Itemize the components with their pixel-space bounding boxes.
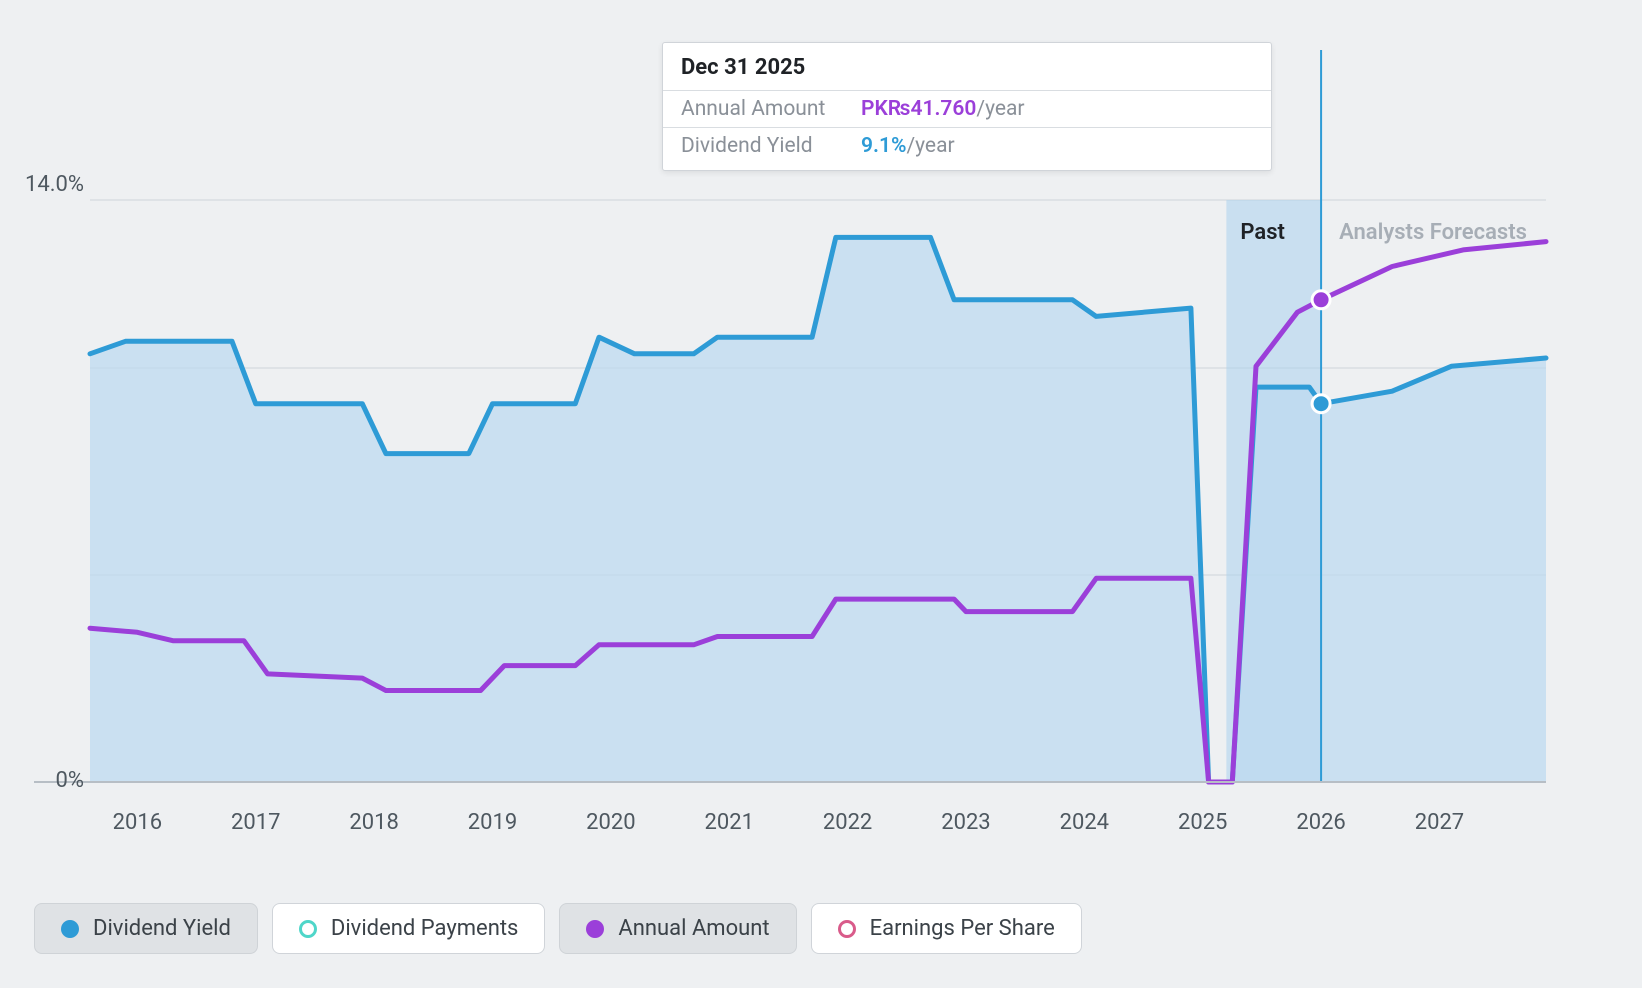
legend-label: Annual Amount bbox=[618, 916, 769, 941]
tooltip-value: 9.1%/year bbox=[861, 134, 955, 158]
x-tick-label: 2018 bbox=[349, 810, 398, 835]
tooltip-key: Dividend Yield bbox=[681, 134, 861, 158]
legend-item[interactable]: Annual Amount bbox=[559, 903, 796, 954]
x-tick-label: 2019 bbox=[468, 810, 517, 835]
chart-legend: Dividend Yield Dividend Payments Annual … bbox=[34, 903, 1082, 954]
tooltip-value: PK₨41.760/year bbox=[861, 97, 1025, 121]
x-tick-label: 2024 bbox=[1060, 810, 1109, 835]
legend-item[interactable]: Dividend Payments bbox=[272, 903, 546, 954]
legend-item[interactable]: Dividend Yield bbox=[34, 903, 258, 954]
legend-label: Dividend Yield bbox=[93, 916, 231, 941]
legend-swatch bbox=[61, 920, 79, 938]
dividend-chart: 14.0% 0% 2016 2017 2018 2019 2020 2021 2022 202… bbox=[0, 0, 1642, 988]
x-tick-label: 2016 bbox=[113, 810, 162, 835]
x-tick-label: 2023 bbox=[941, 810, 990, 835]
tooltip-title: Dec 31 2025 bbox=[663, 43, 1271, 91]
x-tick-label: 2027 bbox=[1415, 810, 1464, 835]
y-tick-label: 14.0% bbox=[25, 172, 84, 197]
region-label-past: Past bbox=[1240, 220, 1285, 245]
legend-label: Earnings Per Share bbox=[870, 916, 1055, 941]
legend-item[interactable]: Earnings Per Share bbox=[811, 903, 1082, 954]
y-tick-label: 0% bbox=[56, 768, 84, 793]
x-tick-label: 2026 bbox=[1296, 810, 1345, 835]
x-tick-label: 2025 bbox=[1178, 810, 1227, 835]
x-tick-label: 2021 bbox=[704, 810, 753, 835]
chart-tooltip: Dec 31 2025 Annual Amount PK₨41.760/year… bbox=[662, 42, 1272, 171]
x-tick-label: 2017 bbox=[231, 810, 280, 835]
legend-swatch bbox=[838, 920, 856, 938]
tooltip-row: Annual Amount PK₨41.760/year bbox=[663, 91, 1271, 128]
tooltip-key: Annual Amount bbox=[681, 97, 861, 121]
tooltip-row: Dividend Yield 9.1%/year bbox=[663, 128, 1271, 170]
legend-swatch bbox=[586, 920, 604, 938]
x-tick-label: 2020 bbox=[586, 810, 635, 835]
region-label-forecast: Analysts Forecasts bbox=[1339, 220, 1527, 245]
legend-swatch bbox=[299, 920, 317, 938]
legend-label: Dividend Payments bbox=[331, 916, 519, 941]
x-tick-label: 2022 bbox=[823, 810, 872, 835]
